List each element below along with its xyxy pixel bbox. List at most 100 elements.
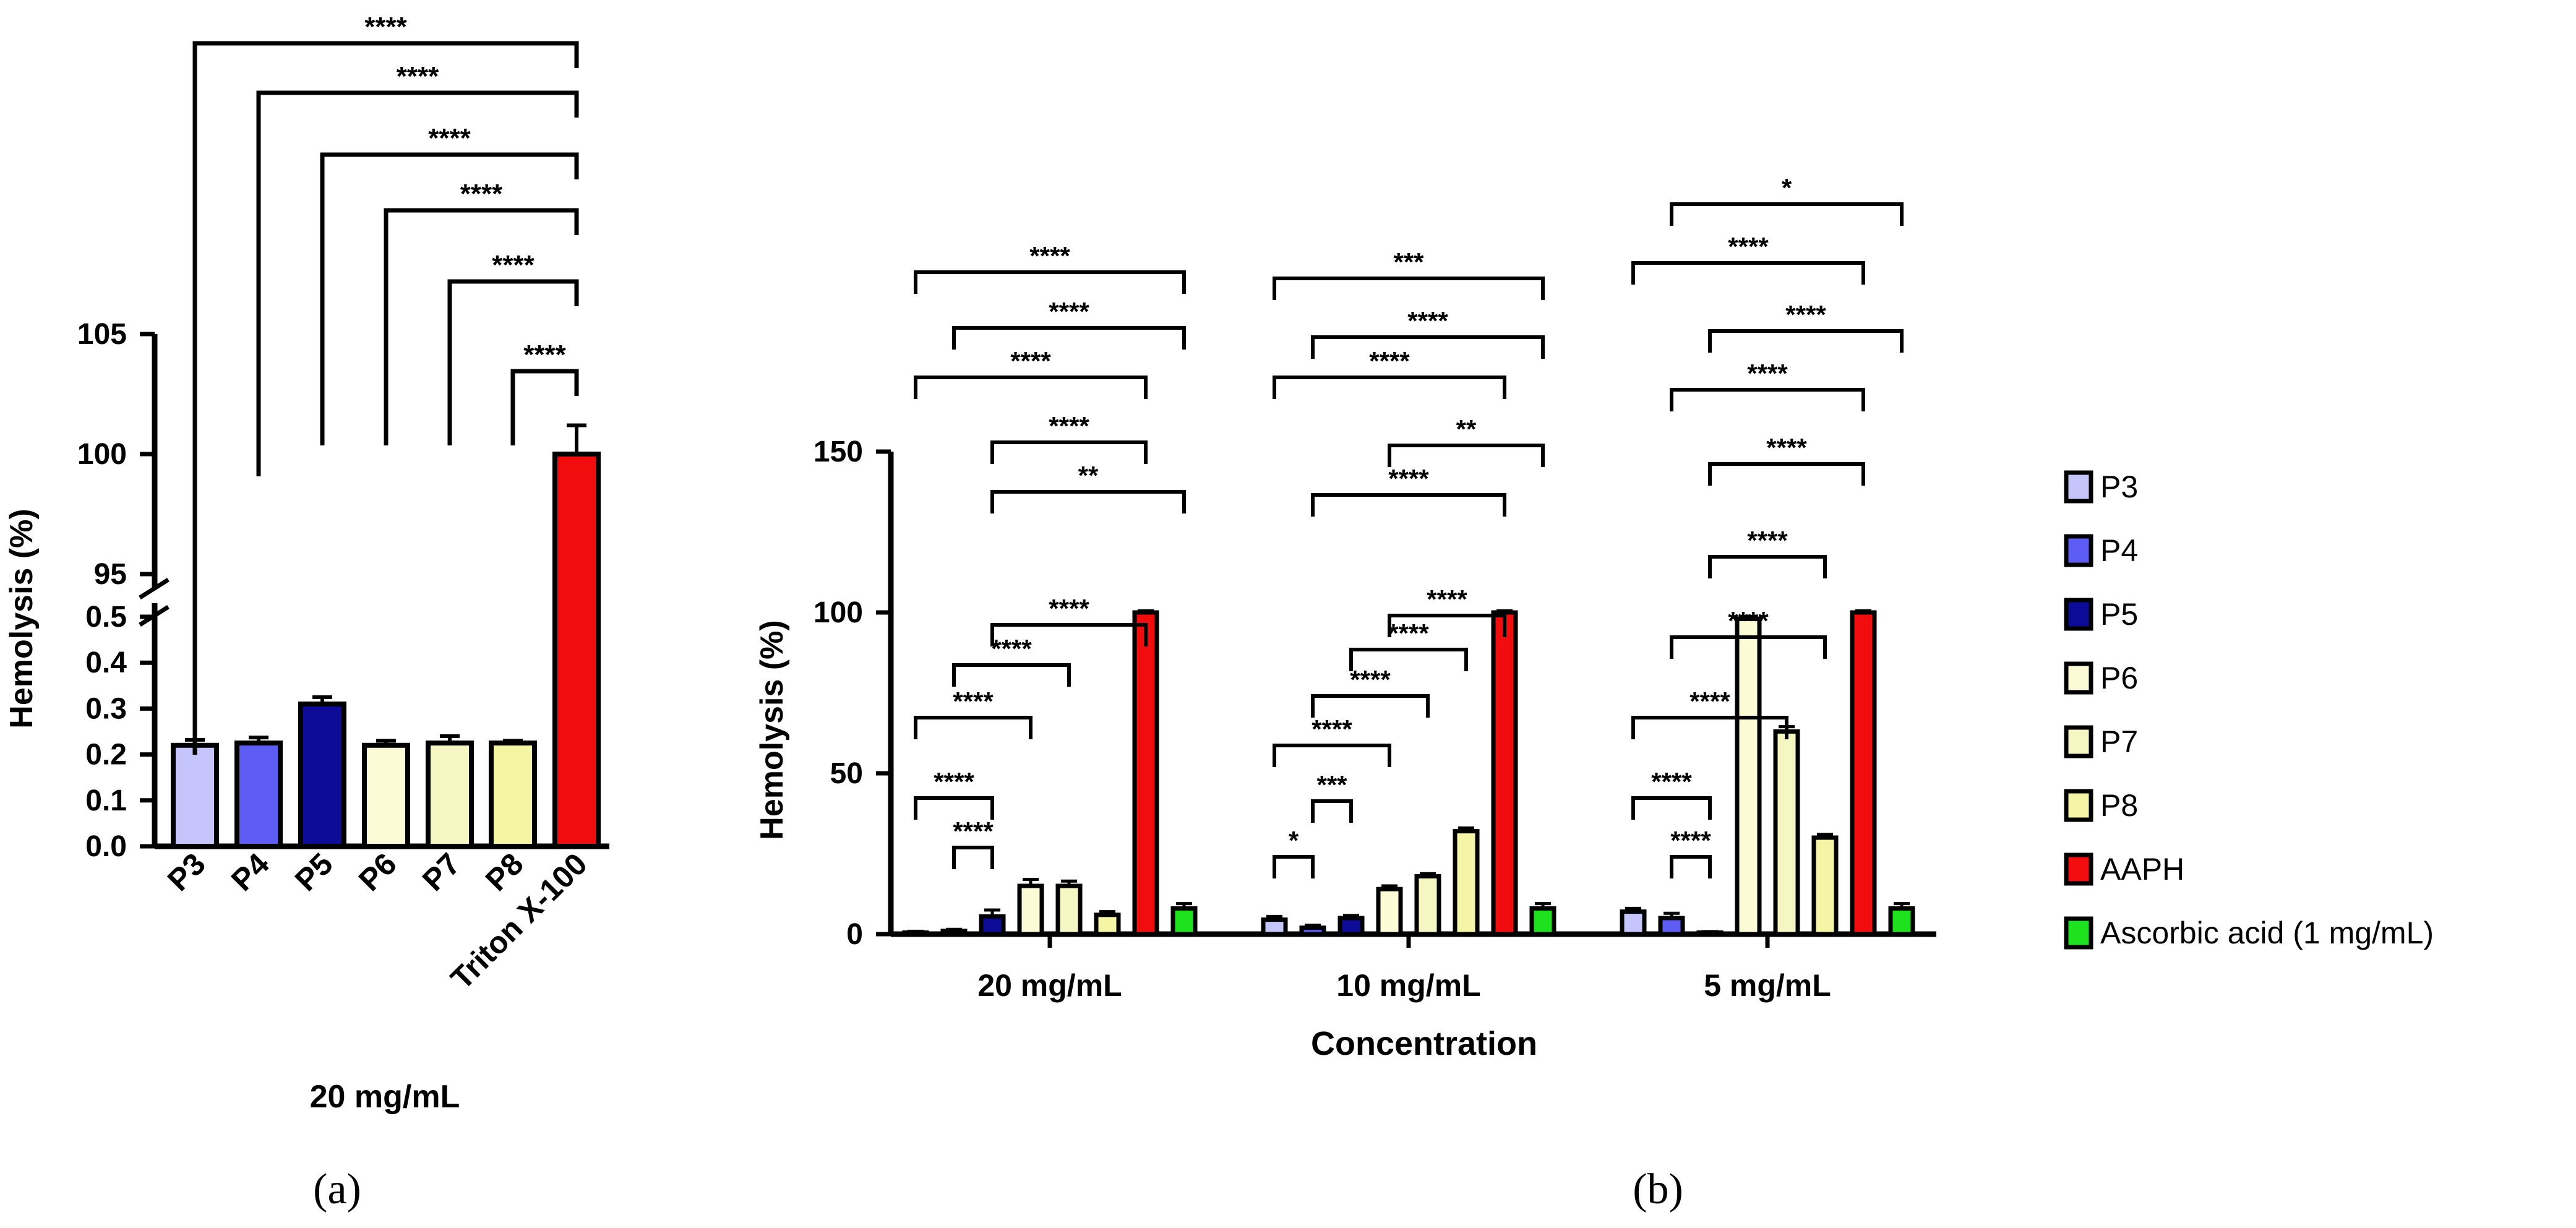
- bar: [1414, 874, 1441, 937]
- significance-label: ****: [1427, 585, 1467, 614]
- significance-label: **: [1078, 461, 1099, 490]
- significance-label: ****: [1388, 464, 1429, 493]
- significance-label: ****: [1010, 346, 1051, 376]
- x-tick-label: P7: [416, 846, 467, 898]
- significance-label: ****: [991, 634, 1032, 663]
- x-tick-label: P4: [225, 846, 276, 898]
- bar: [979, 914, 1006, 937]
- y-tick-label: 0: [846, 918, 863, 951]
- significance-bracket: [1708, 329, 1904, 353]
- significance-bracket: [1670, 202, 1904, 226]
- bar: [1620, 909, 1647, 937]
- significance-bracket: [320, 152, 579, 445]
- significance-bracket: [990, 490, 1186, 513]
- bar: [171, 742, 219, 849]
- significance-bracket: [914, 796, 994, 820]
- significance-label: *: [1782, 173, 1792, 202]
- significance-bracket: [1670, 635, 1827, 659]
- y-tick-label: 100: [814, 596, 863, 629]
- significance-label: ****: [1747, 526, 1788, 555]
- legend-swatch: [2064, 598, 2093, 631]
- bar: [234, 741, 283, 849]
- legend-label: P6: [2100, 661, 2138, 695]
- legend-label: P4: [2100, 533, 2138, 568]
- panel-b: 0 50 100 150 Hemolysis (%) 20 mg/mL 10 mg/mL 5 …: [754, 173, 1936, 1062]
- significance-bracket: [1311, 335, 1545, 359]
- significance-label: ****: [460, 179, 503, 209]
- significance-label: ****: [397, 61, 439, 92]
- significance-bracket: [1631, 796, 1712, 820]
- bar: [1299, 925, 1326, 937]
- legend: P3 P4 P5 P6 P7 P8 AAPH Ascorbic acid (1 mg/mL): [2064, 470, 2434, 950]
- significance-label: ****: [1670, 826, 1711, 855]
- bar: [426, 741, 474, 849]
- significance-bracket: [990, 623, 1148, 646]
- axis-break-mark: [139, 578, 170, 599]
- x-axis-title: 20 mg/mL: [310, 1079, 460, 1115]
- significance-label: ****: [1407, 306, 1448, 335]
- legend-swatch: [2064, 534, 2093, 567]
- bar: [1735, 616, 1762, 937]
- significance-bracket: [952, 326, 1186, 350]
- bar: [1888, 906, 1915, 937]
- legend-swatch: [2064, 661, 2093, 695]
- significance-bracket: [1311, 799, 1353, 823]
- significance-label: ****: [1029, 241, 1070, 270]
- y-tick-label: 0.4: [85, 646, 127, 679]
- significance-label: ****: [428, 123, 471, 153]
- significance-bracket: [256, 90, 579, 476]
- bar: [1337, 916, 1365, 937]
- significance-label: ****: [1369, 346, 1410, 376]
- y-tick-label: 0.0: [85, 830, 127, 863]
- significance-bracket: [1631, 261, 1865, 285]
- significance-bracket: [952, 663, 1071, 687]
- significance-bracket: [1273, 376, 1506, 399]
- significance-label: ****: [1388, 619, 1429, 648]
- significance-label: ****: [1728, 232, 1769, 261]
- significance-bracket: [1708, 555, 1827, 578]
- significance-label: ****: [1766, 433, 1807, 462]
- bar: [298, 701, 346, 849]
- y-tick-label: 100: [77, 438, 127, 471]
- significance-bracket: [1273, 744, 1391, 767]
- x-tick-label: P3: [161, 846, 212, 898]
- significance-label: ****: [953, 817, 994, 846]
- bar: [1773, 729, 1800, 937]
- significance-bracket: [510, 369, 579, 445]
- bar: [1094, 912, 1121, 937]
- legend-swatch: [2064, 916, 2093, 950]
- x-tick-label: P5: [288, 846, 340, 898]
- y-tick-label: 50: [830, 757, 863, 790]
- significance-label: ****: [1785, 300, 1826, 329]
- legend-swatch: [2064, 789, 2093, 822]
- legend-label: P7: [2100, 724, 2138, 759]
- bar: [1170, 906, 1198, 937]
- significance-label: ****: [523, 340, 566, 370]
- x-tick-label: P6: [352, 846, 403, 898]
- significance-bracket: [192, 41, 579, 755]
- y-tick-label: 0.3: [85, 692, 127, 725]
- significance-label: ****: [1689, 687, 1730, 716]
- significance-bracket: [914, 376, 1148, 399]
- significance-bracket: [1388, 444, 1545, 467]
- significance-bracket: [1273, 277, 1545, 300]
- bar: [940, 929, 968, 937]
- bar: [1850, 610, 1877, 937]
- significance-label: ****: [1747, 359, 1788, 388]
- significance-label: ****: [953, 687, 994, 716]
- y-tick-label: 105: [77, 318, 127, 351]
- panel-a-label: (a): [313, 1166, 361, 1213]
- significance-bracket: [1670, 855, 1712, 878]
- significance-bracket: [384, 208, 579, 445]
- significance-label: ****: [492, 250, 535, 280]
- significance-label: **: [1456, 414, 1477, 444]
- significance-bracket: [952, 846, 994, 869]
- bar: [1376, 887, 1403, 937]
- bar: [1453, 829, 1480, 937]
- bar: [1811, 835, 1839, 937]
- x-tick-label: 5 mg/mL: [1704, 968, 1831, 1003]
- significance-label: ****: [1049, 594, 1089, 623]
- y-tick-label: 0.1: [85, 784, 127, 817]
- significance-label: ****: [934, 767, 974, 796]
